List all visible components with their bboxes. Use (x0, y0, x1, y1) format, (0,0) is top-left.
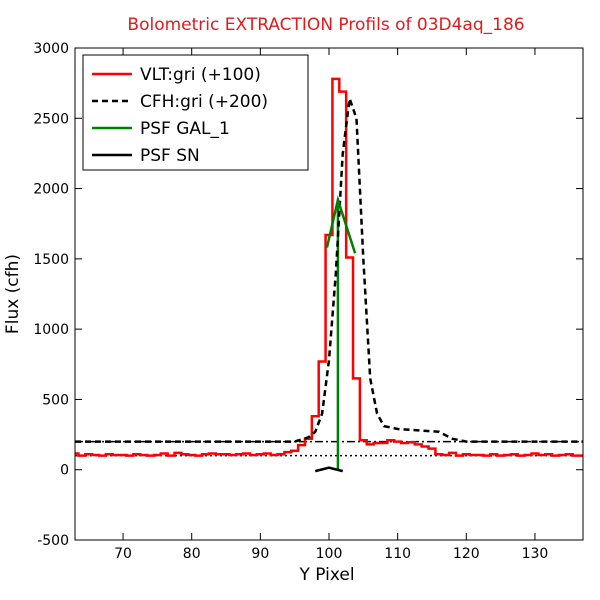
series-line-1 (75, 77, 583, 457)
legend-label: VLT:gri (+100) (140, 65, 261, 85)
x-tick-label: 80 (183, 546, 201, 562)
chart-title: Bolometric EXTRACTION Profils of 03D4aq_… (127, 15, 524, 35)
series-line-3 (325, 195, 357, 254)
legend-label: CFH:gri (+200) (140, 92, 268, 112)
x-tick-label: 110 (384, 546, 411, 562)
series-line-2 (75, 98, 583, 443)
y-tick-label: 2500 (33, 111, 69, 127)
y-axis-label: Flux (cfh) (3, 254, 23, 334)
legend-label: PSF SN (140, 146, 200, 166)
plot-area (75, 77, 583, 473)
y-tick-label: 1000 (33, 322, 69, 338)
legend-label: PSF GAL_1 (140, 119, 230, 139)
x-tick-label: 100 (316, 546, 343, 562)
y-tick-label: -500 (37, 533, 69, 549)
x-tick-label: 130 (522, 546, 549, 562)
x-tick-label: 70 (114, 546, 132, 562)
x-axis-label: Y Pixel (298, 565, 354, 585)
y-tick-label: 1500 (33, 252, 69, 268)
x-tick-label: 90 (251, 546, 269, 562)
legend: VLT:gri (+100) CFH:gri (+200) PSF GAL_1 PSF… (82, 54, 309, 171)
y-tick-label: 2000 (33, 182, 69, 198)
x-axis: 70 80 90 100 110 120 130 (114, 48, 548, 562)
y-axis: -500 0 500 1000 1500 2000 2500 3000 (33, 41, 583, 549)
y-tick-label: 0 (60, 463, 69, 479)
y-tick-label: 500 (42, 392, 69, 408)
y-tick-label: 3000 (33, 41, 69, 57)
series-line-4 (314, 466, 344, 473)
x-tick-label: 120 (453, 546, 480, 562)
